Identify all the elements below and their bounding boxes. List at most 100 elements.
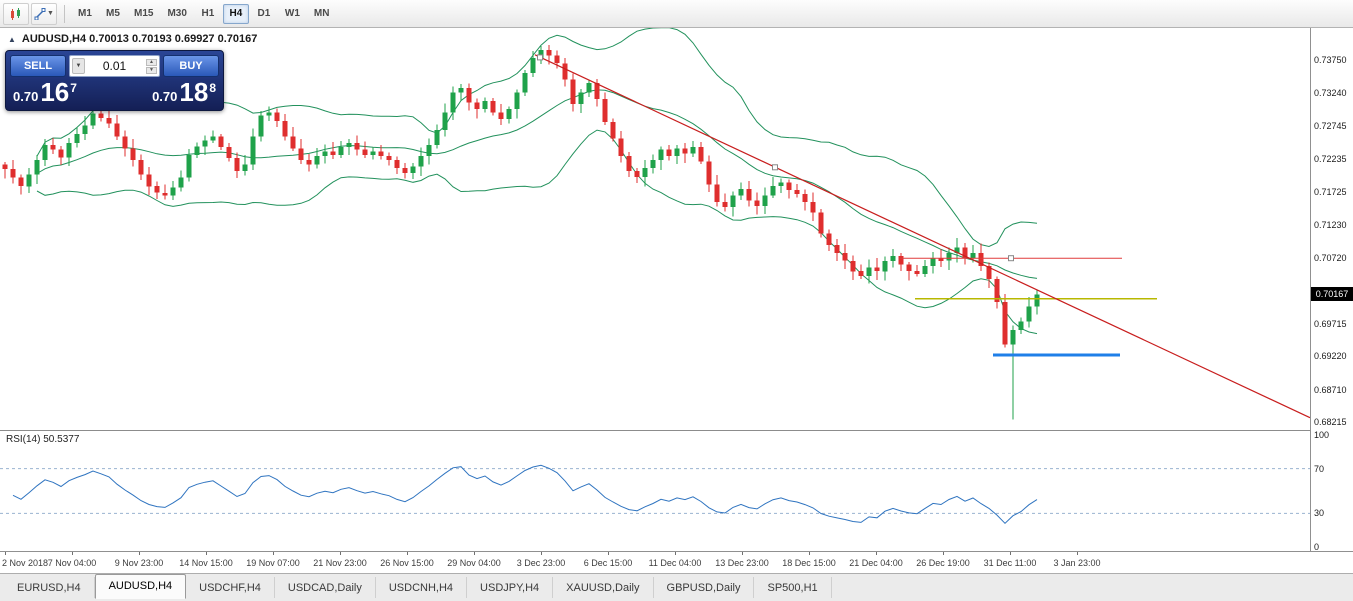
- date-axis-label: 21 Dec 04:00: [849, 558, 903, 568]
- chart-tab-xauusd[interactable]: XAUUSD,Daily: [553, 577, 654, 598]
- date-axis-label: 21 Nov 23:00: [313, 558, 367, 568]
- lot-size-input[interactable]: ▼ 0.01 ▲ ▼: [69, 55, 160, 77]
- rsi-panel: RSI(14) 50.5377: [0, 431, 1310, 551]
- date-tick: [608, 552, 609, 555]
- date-axis-label: 9 Nov 23:00: [114, 558, 164, 568]
- date-tick: [943, 552, 944, 555]
- chart-tab-eurusd[interactable]: EURUSD,H4: [4, 577, 95, 598]
- objects-button[interactable]: ▼: [31, 2, 57, 25]
- panel-divider[interactable]: [0, 430, 1353, 431]
- chart-tab-usdjpy[interactable]: USDJPY,H4: [467, 577, 554, 598]
- timeframe-button-m30[interactable]: M30: [161, 4, 192, 24]
- rsi-axis-label: 70: [1314, 464, 1325, 474]
- timeframe-button-m15[interactable]: M15: [128, 4, 159, 24]
- chart-tab-gbpusd[interactable]: GBPUSD,Daily: [654, 577, 755, 598]
- rsi-axis-label: 100: [1314, 430, 1330, 440]
- price-axis-label: 0.69715: [1314, 319, 1347, 329]
- date-axis-label: 6 Dec 15:00: [583, 558, 633, 568]
- rsi-canvas[interactable]: [0, 431, 1310, 551]
- sell-price[interactable]: 0.70 16 7: [13, 77, 77, 107]
- toolbar: ▼ M1 M5 M15 M30 H1 H4 D1 W1 MN: [0, 0, 1353, 28]
- lot-decrease-icon[interactable]: ▼: [146, 66, 157, 74]
- timeframe-button-h1[interactable]: H1: [195, 4, 221, 24]
- buy-price-big: 18: [179, 77, 209, 107]
- date-axis-label: 3 Dec 23:00: [516, 558, 566, 568]
- lot-increase-icon[interactable]: ▲: [146, 58, 157, 66]
- one-click-trading-panel: SELL ▼ 0.01 ▲ ▼ BUY 0.70 16 7: [5, 50, 224, 111]
- price-axis-label: 0.73750: [1314, 55, 1347, 65]
- buy-price[interactable]: 0.70 18 8: [152, 77, 216, 107]
- date-tick: [1077, 552, 1078, 555]
- symbol-info: ▲ AUDUSD,H4 0.70013 0.70193 0.69927 0.70…: [8, 33, 257, 45]
- sell-button[interactable]: SELL: [10, 55, 66, 77]
- price-axis-label: 0.68710: [1314, 385, 1347, 395]
- date-axis-label: 26 Nov 15:00: [380, 558, 434, 568]
- date-axis-label: 18 Dec 15:00: [782, 558, 836, 568]
- rsi-axis-label: 0: [1314, 542, 1320, 552]
- chart-tab-bar: EURUSD,H4 AUDUSD,H4 USDCHF,H4 USDCAD,Daily U…: [0, 573, 1353, 601]
- date-axis-label: 13 Dec 23:00: [715, 558, 769, 568]
- sell-price-big: 16: [40, 77, 70, 107]
- date-axis[interactable]: 2 Nov 2018 7 Nov 04:00 9 Nov 23:00 14 Nov 1…: [0, 551, 1353, 573]
- lot-dropdown-icon[interactable]: ▼: [72, 58, 85, 74]
- date-axis-label: 14 Nov 15:00: [179, 558, 233, 568]
- date-tick: [139, 552, 140, 555]
- timeframe-button-m5[interactable]: M5: [100, 4, 126, 24]
- toolbar-separator: [64, 4, 65, 23]
- timeframe-button-w1[interactable]: W1: [279, 4, 306, 24]
- date-axis-label: 2 Nov 2018: [2, 558, 49, 568]
- buy-button[interactable]: BUY: [163, 55, 219, 77]
- main-chart-panel: ▲ AUDUSD,H4 0.70013 0.70193 0.69927 0.70…: [0, 28, 1310, 430]
- date-tick: [742, 552, 743, 555]
- symbol-ohlc-text: AUDUSD,H4 0.70013 0.70193 0.69927 0.7016…: [21, 33, 258, 45]
- date-axis-label: 26 Dec 19:00: [916, 558, 970, 568]
- chart-tab-usdchf[interactable]: USDCHF,H4: [186, 577, 275, 598]
- date-tick: [206, 552, 207, 555]
- one-click-collapse-icon[interactable]: ▲: [8, 34, 16, 44]
- price-axis-label: 0.73240: [1314, 88, 1347, 98]
- current-price-tag: 0.70167: [1311, 287, 1353, 301]
- date-tick: [876, 552, 877, 555]
- date-axis-label: 7 Nov 04:00: [47, 558, 97, 568]
- timeframe-button-d1[interactable]: D1: [251, 4, 277, 24]
- buy-price-prefix: 0.70: [152, 89, 178, 104]
- price-axis-label: 0.72745: [1314, 121, 1347, 131]
- date-tick: [541, 552, 542, 555]
- main-chart-canvas[interactable]: [0, 28, 1310, 430]
- timeframe-button-h4[interactable]: H4: [222, 3, 249, 24]
- date-axis-label: 29 Nov 04:00: [447, 558, 501, 568]
- date-axis-label: 31 Dec 11:00: [983, 558, 1037, 568]
- chart-tab-sp500[interactable]: SP500,H1: [754, 577, 832, 598]
- rsi-indicator-label: RSI(14) 50.5377: [6, 434, 80, 445]
- date-axis-label: 19 Nov 07:00: [246, 558, 300, 568]
- timeframe-button-group: M1 M5 M15 M30 H1 H4 D1 W1 MN: [72, 3, 336, 24]
- timeframe-button-mn[interactable]: MN: [308, 4, 336, 24]
- date-axis-label: 3 Jan 23:00: [1053, 558, 1101, 568]
- objects-icon: [34, 7, 46, 20]
- date-axis-label: 11 Dec 04:00: [648, 558, 702, 568]
- date-tick: [340, 552, 341, 555]
- date-tick: [72, 552, 73, 555]
- date-tick: [675, 552, 676, 555]
- buy-price-sup: 8: [209, 81, 216, 95]
- chart-tab-audusd[interactable]: AUDUSD,H4: [94, 573, 187, 599]
- date-tick: [474, 552, 475, 555]
- date-tick: [5, 552, 6, 555]
- price-axis[interactable]: 0.70167 0.73750 0.73240 0.72745 0.72235 0.71…: [1310, 28, 1353, 552]
- sell-price-prefix: 0.70: [13, 89, 39, 104]
- sell-price-sup: 7: [70, 81, 77, 95]
- dropdown-caret-icon: ▼: [47, 10, 54, 17]
- rsi-axis-label: 30: [1314, 508, 1325, 518]
- chart-window-button[interactable]: [3, 2, 29, 25]
- chart-tab-usdcnh[interactable]: USDCNH,H4: [376, 577, 468, 598]
- price-axis-label: 0.71230: [1314, 220, 1347, 230]
- price-axis-label: 0.70720: [1314, 253, 1347, 263]
- timeframe-button-m1[interactable]: M1: [72, 4, 98, 24]
- date-tick: [407, 552, 408, 555]
- price-axis-label: 0.72235: [1314, 154, 1347, 164]
- lot-spinner: ▲ ▼: [146, 57, 157, 75]
- chart-tab-usdcad[interactable]: USDCAD,Daily: [275, 577, 376, 598]
- date-tick: [809, 552, 810, 555]
- date-tick: [273, 552, 274, 555]
